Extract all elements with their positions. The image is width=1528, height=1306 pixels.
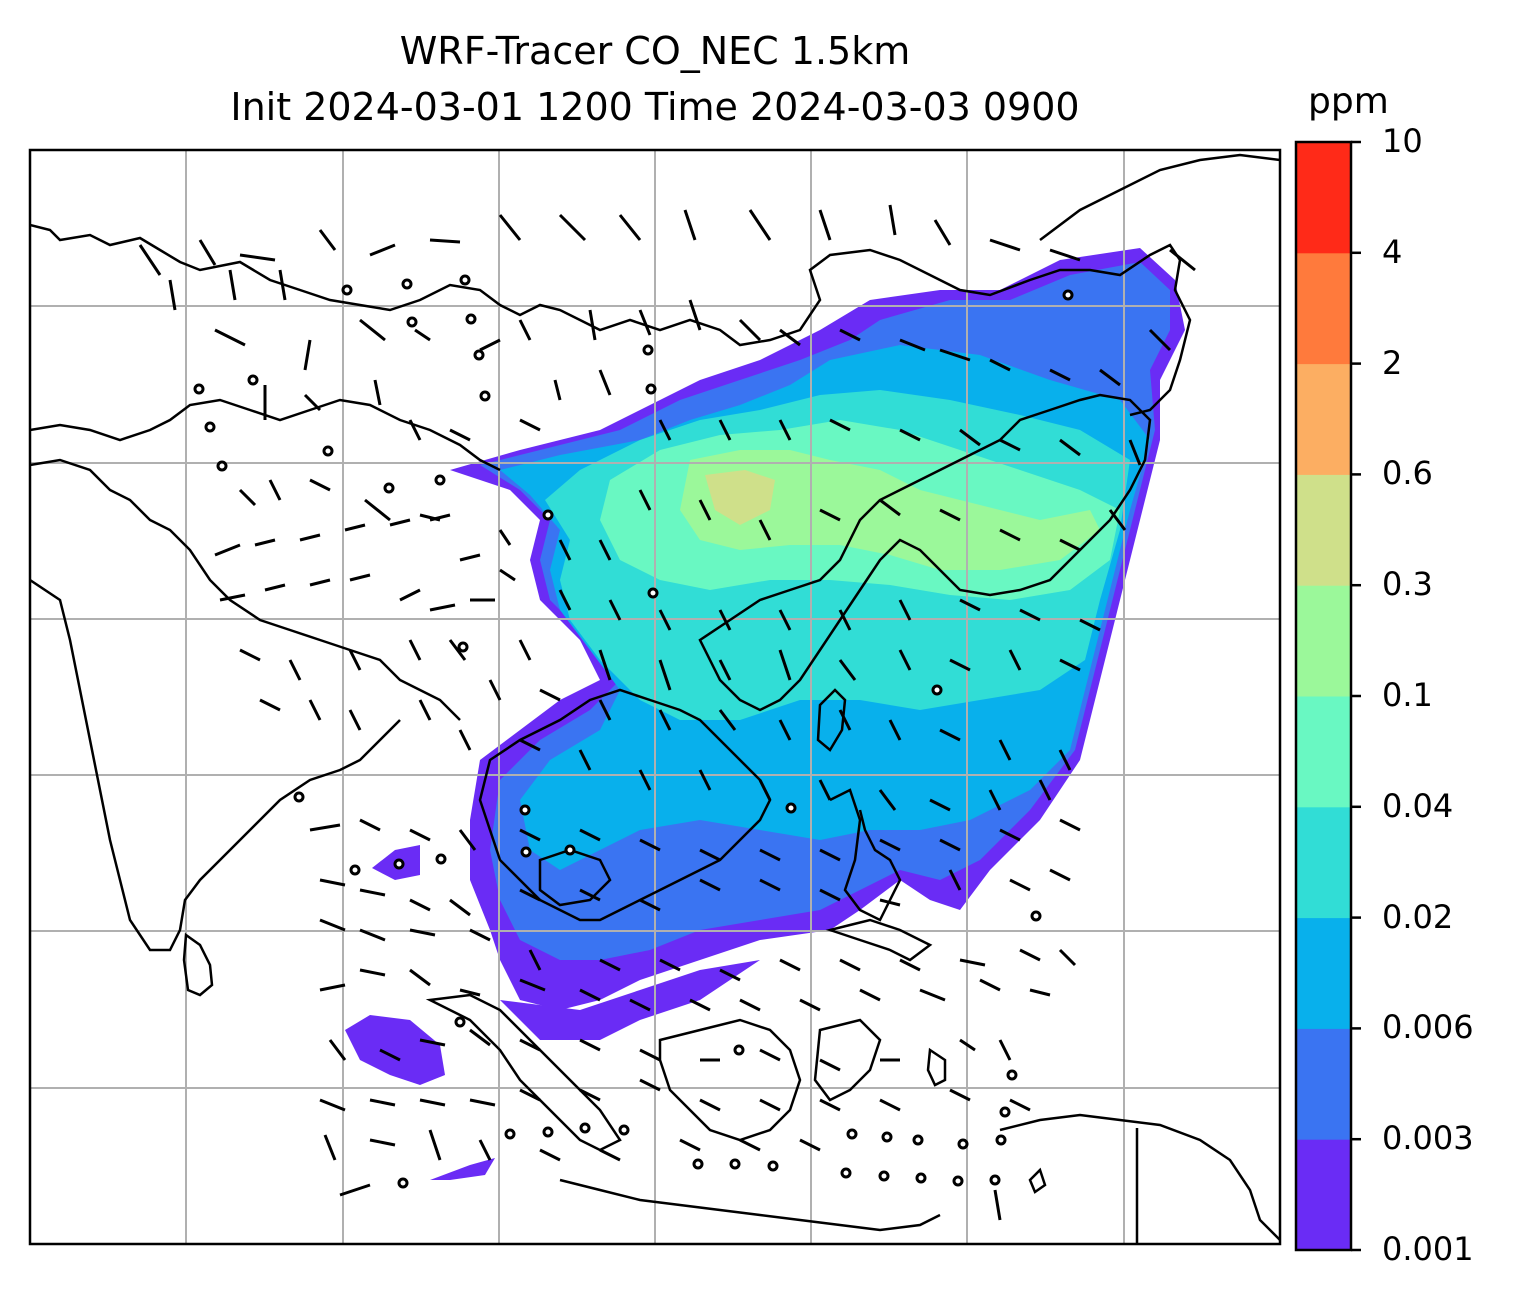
colorbar-segment [1296,363,1351,475]
map-gridlines [30,150,1280,1244]
colorbar-tick-label: 2 [1382,343,1403,382]
colorbar [1296,142,1351,1251]
colorbar-segment [1296,142,1351,254]
colorbar-tick-label: 0.02 [1382,897,1454,936]
colorbar-tick-label: 0.3 [1382,565,1433,604]
map-frame [28,148,1282,1246]
wind-barbs [138,204,1196,1221]
coastlines [30,153,1280,1244]
colorbar-segment [1296,1139,1351,1251]
colorbar-segment [1296,1028,1351,1140]
field-level-0.1 [680,450,1100,570]
colorbar-tick-label: 10 [1382,122,1423,160]
colorbar-segment [1296,474,1351,586]
colorbar-segment [1296,917,1351,1029]
colorbar-segment [1296,585,1351,697]
colorbar-tick-label: 0.003 [1382,1119,1474,1158]
colorbar-segment [1296,252,1351,365]
colorbar-tick-label: 4 [1382,232,1403,271]
colorbar-tick-label: 0.001 [1382,1230,1474,1268]
field-level-0.001-java [430,1158,495,1180]
field-level-0.3 [705,470,775,525]
colorbar-unit-label: ppm [1308,81,1389,122]
colorbar-segment [1296,806,1351,919]
colorbar-tick-label: 0.04 [1382,786,1454,825]
colorbar-tick-label: 0.6 [1382,454,1433,493]
colorbar-segment [1296,696,1351,808]
calm-wind-markers [193,274,1074,1189]
colorbar-tick-label: 0.006 [1382,1008,1474,1047]
colorbar-tick-label: 0.1 [1382,676,1433,714]
tracer-concentration-field [345,248,1185,1180]
chart-title-line2: Init 2024-03-01 1200 Time 2024-03-03 090… [230,85,1080,129]
field-level-0.001-sumatra [345,1015,445,1085]
colorbar-tick-marks [1351,140,1361,1252]
chart-title-line1: WRF-Tracer CO_NEC 1.5km [399,29,911,73]
